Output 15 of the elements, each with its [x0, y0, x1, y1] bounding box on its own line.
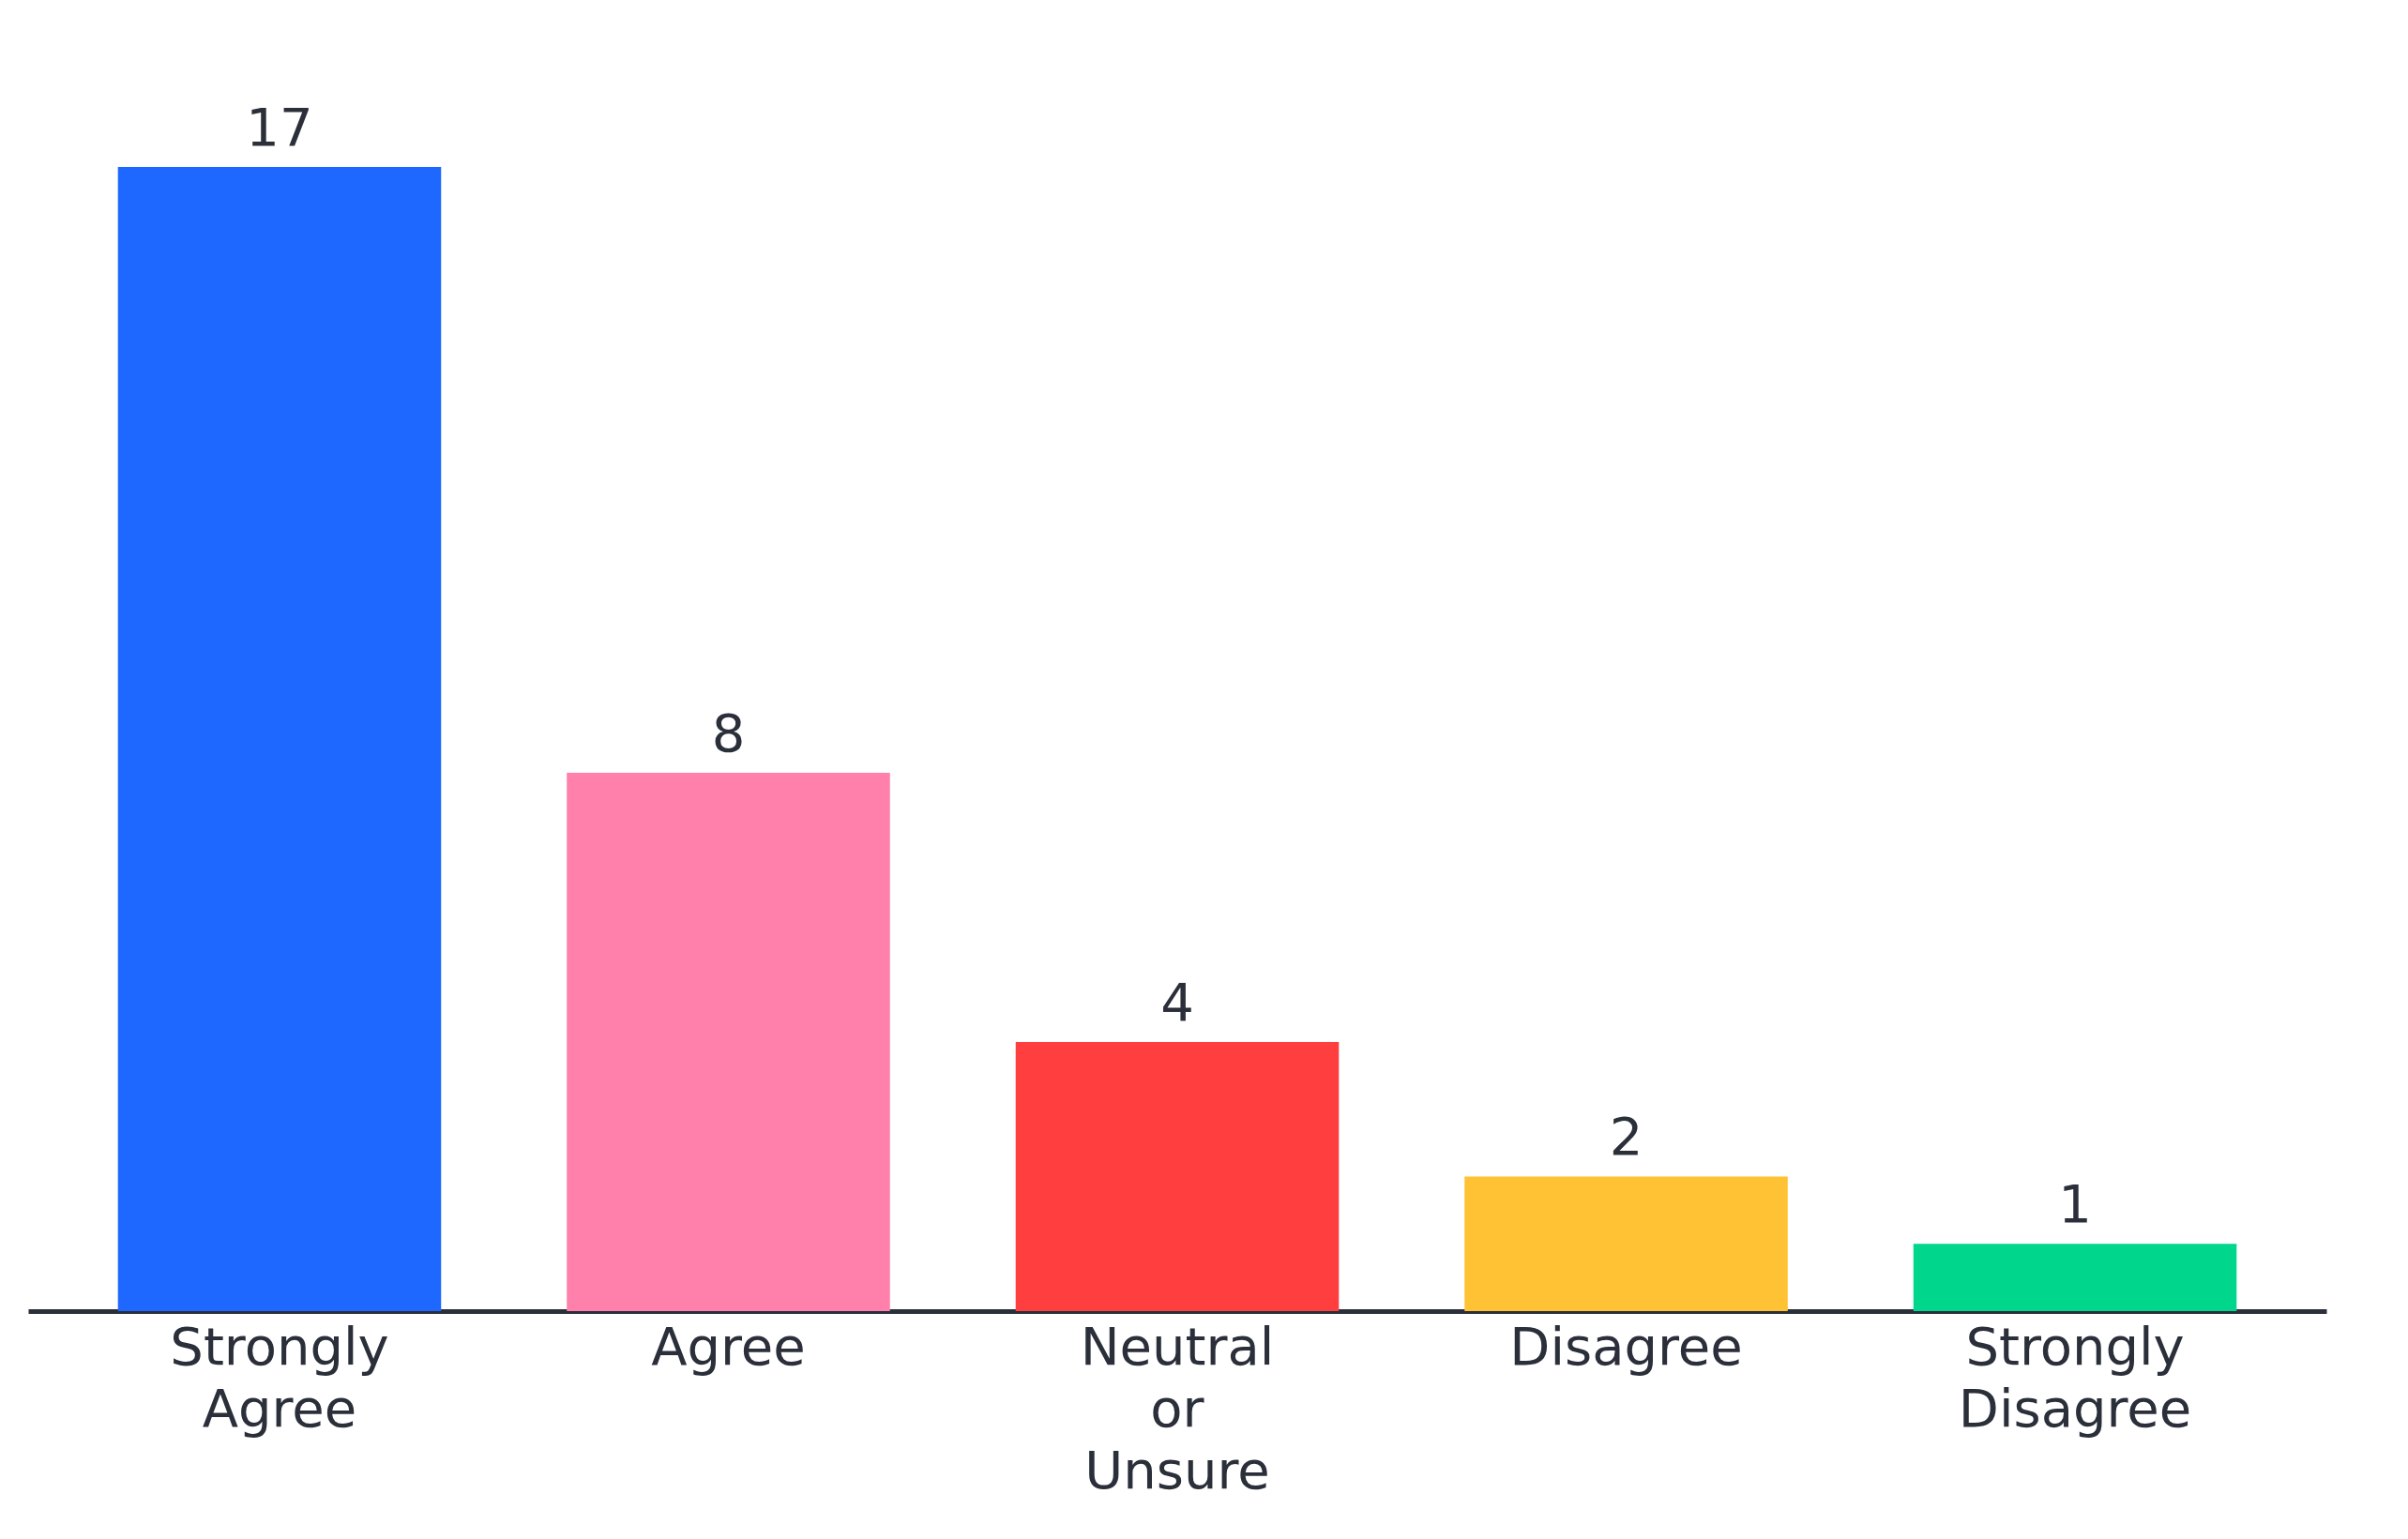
- data-label: 8: [711, 702, 746, 763]
- data-label: 1: [2058, 1173, 2092, 1235]
- x-tick-label: Neutral or Unsure: [1080, 1315, 1275, 1501]
- x-tick-label: Agree: [651, 1315, 806, 1377]
- x-tick-label: Disagree: [1509, 1315, 1743, 1377]
- data-label: 4: [1160, 971, 1194, 1033]
- bar: [1464, 1176, 1788, 1311]
- data-label: 2: [1609, 1106, 1643, 1168]
- bar: [1913, 1244, 2237, 1311]
- bar: [117, 167, 442, 1311]
- bar: [1015, 1041, 1340, 1311]
- x-tick-label: Strongly Disagree: [1958, 1315, 2192, 1439]
- x-tick-label: Strongly Agree: [170, 1315, 389, 1439]
- data-label: 17: [246, 97, 313, 158]
- bar: [567, 772, 890, 1311]
